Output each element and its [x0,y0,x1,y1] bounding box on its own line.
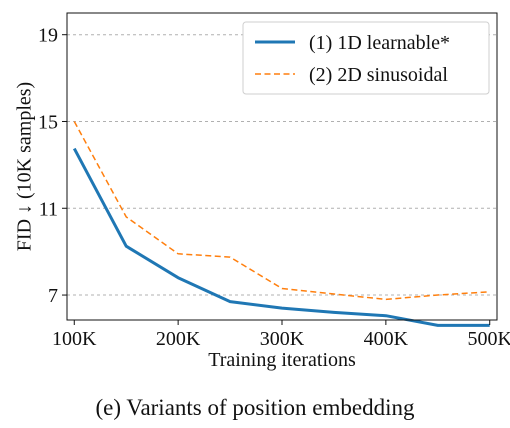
x-axis-label: Training iterations [208,349,356,371]
x-tick-label: 500K [468,328,510,350]
figure-caption: (e) Variants of position embedding [96,395,415,420]
tick-layer: 7 11 15 19 100K 200K 300K 400K 500K [38,25,510,350]
x-tick-label: 300K [260,328,305,350]
legend: (1) 1D learnable* (2) 2D sinusoidal [242,21,490,95]
x-tick-label: 200K [156,328,201,350]
legend-label-2: (2) 2D sinusoidal [309,64,448,86]
y-tick-label: 11 [39,198,58,220]
legend-box [242,21,490,95]
y-axis-label: FID ↓ (10K samples) [14,82,36,251]
y-tick-label: 19 [38,25,58,47]
x-tick-label: 400K [364,328,409,350]
y-tick-label: 15 [38,111,58,133]
series-layer [72,121,490,327]
legend-items: (1) 1D learnable* (2) 2D sinusoidal [255,32,450,86]
legend-label-1: (1) 1D learnable* [309,32,450,54]
series-line-1 [72,147,490,327]
y-tick-label: 7 [48,285,58,307]
series-line-2 [73,121,490,301]
x-tick-label: 100K [52,328,97,350]
